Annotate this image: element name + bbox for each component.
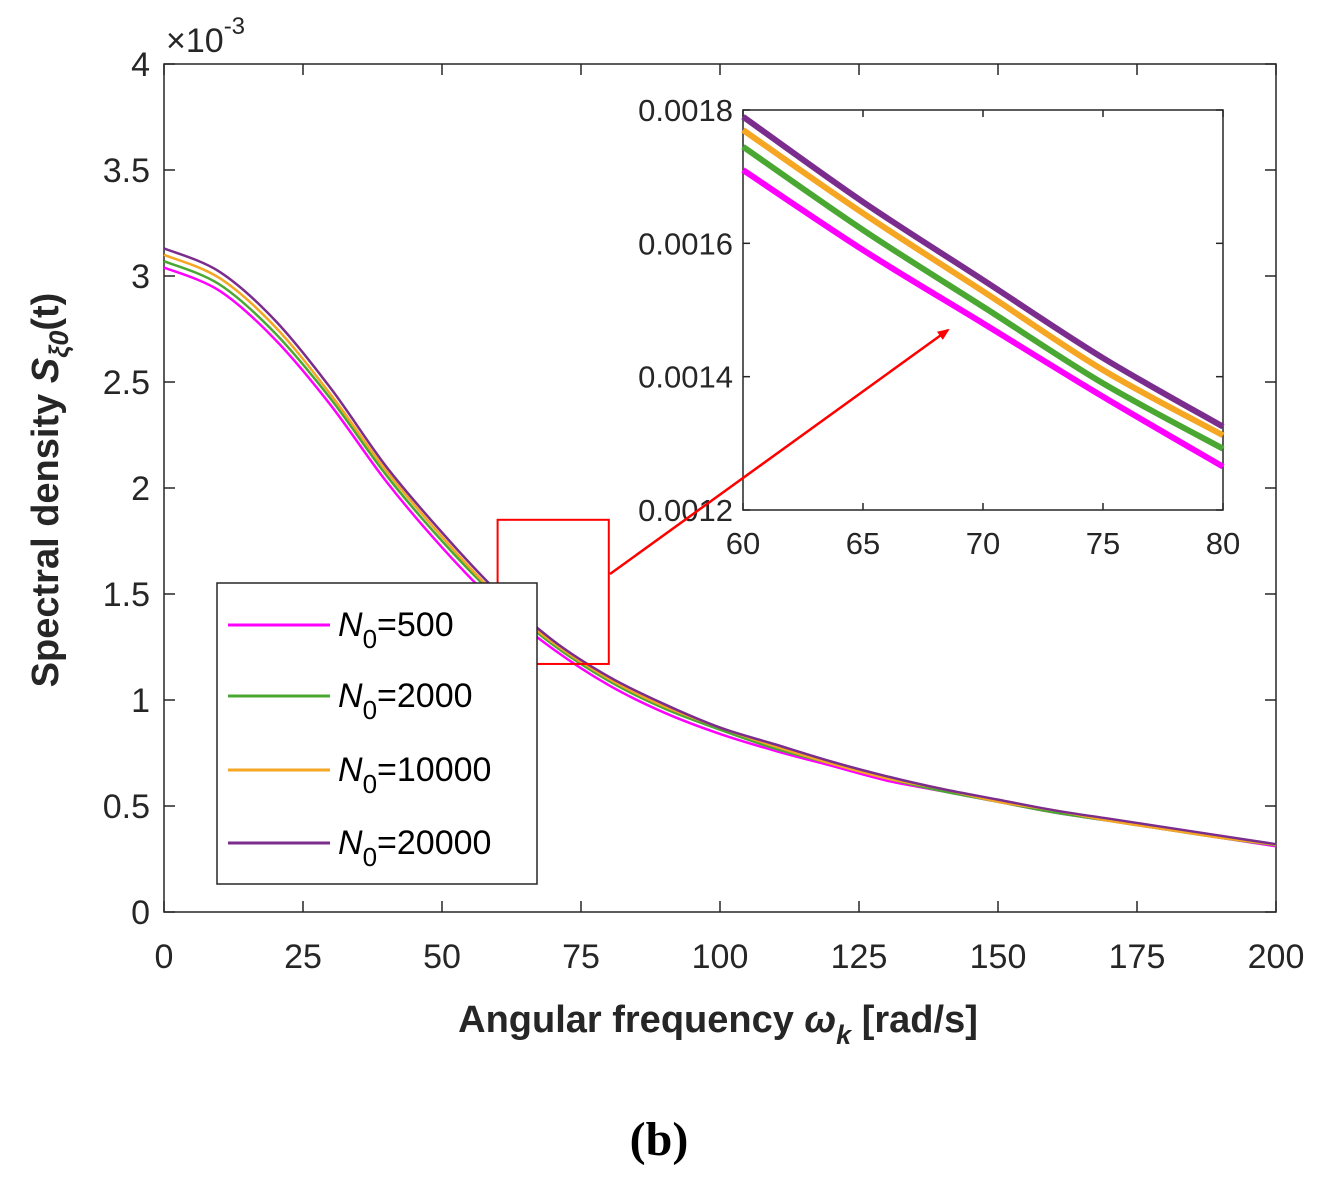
series-line-n0-20000 bbox=[163, 247, 1277, 846]
y-tick-label: 0.5 bbox=[103, 788, 150, 826]
inset-y-ticks: 0.0012 0.0014 0.0016 0.0018 bbox=[638, 93, 1223, 528]
legend-entry-n0-10000: N0=10000 bbox=[228, 751, 491, 799]
y-tick-label: 0 bbox=[131, 894, 150, 932]
y-axis-label-arg: (t) bbox=[25, 293, 67, 331]
x-tick-label: 75 bbox=[562, 938, 600, 976]
x-tick-label: 50 bbox=[423, 938, 461, 976]
y-axis-label-symbol: S bbox=[25, 358, 67, 383]
series-line-n0-20000 bbox=[741, 114, 1225, 430]
x-tick-label: 125 bbox=[831, 938, 888, 976]
legend-label: N0=20000 bbox=[338, 824, 491, 872]
y-scale-exponent: -3 bbox=[224, 13, 245, 40]
main-y-ticks: 0 0.5 1 1.5 2 2.5 3 3.5 4 bbox=[103, 46, 1276, 932]
y-tick-label: 0.0016 bbox=[638, 226, 733, 261]
y-tick-label: 0.0012 bbox=[638, 493, 733, 528]
main-series-lines bbox=[163, 247, 1277, 848]
y-axis-label-sub: ξ0 bbox=[44, 331, 74, 358]
legend-entry-n0-500: N0=500 bbox=[228, 606, 454, 654]
legend-box bbox=[216, 582, 538, 885]
x-axis-label-unit: [rad/s] bbox=[862, 999, 978, 1041]
x-tick-label: 100 bbox=[692, 938, 749, 976]
x-tick-label: 25 bbox=[284, 938, 322, 976]
y-tick-label: 0.0014 bbox=[638, 360, 733, 395]
x-tick-label: 65 bbox=[846, 526, 880, 561]
y-tick-label: 1.5 bbox=[103, 576, 150, 614]
series-line-n0-500 bbox=[741, 167, 1225, 470]
y-axis-label: Spectral density Sξ0(t) bbox=[25, 293, 74, 688]
x-axis-label-sub: k bbox=[836, 1020, 853, 1050]
legend-label: N0=500 bbox=[338, 606, 454, 654]
legend-label: N0=2000 bbox=[338, 677, 473, 725]
legend-label: N0=10000 bbox=[338, 751, 491, 799]
y-tick-label: 0.0018 bbox=[638, 93, 733, 128]
x-tick-label: 200 bbox=[1248, 938, 1305, 976]
x-tick-label: 80 bbox=[1206, 526, 1240, 561]
x-axis-label-symbol: ω bbox=[804, 999, 836, 1041]
x-tick-label: 60 bbox=[726, 526, 760, 561]
figure-caption: (b) bbox=[630, 1113, 689, 1166]
series-line-n0-2000 bbox=[741, 144, 1225, 452]
y-tick-label: 4 bbox=[131, 46, 150, 84]
x-tick-label: 0 bbox=[155, 938, 174, 976]
y-tick-label: 3 bbox=[131, 258, 150, 296]
y-tick-label: 2.5 bbox=[103, 364, 150, 402]
x-tick-label: 70 bbox=[966, 526, 1000, 561]
inset-chart: 60 65 70 75 80 0.0012 0.0014 0.0016 0.0018 bbox=[638, 93, 1240, 561]
x-tick-label: 150 bbox=[970, 938, 1027, 976]
y-tick-label: 3.5 bbox=[103, 152, 150, 190]
inset-x-ticks: 60 65 70 75 80 bbox=[726, 110, 1240, 561]
x-tick-label: 75 bbox=[1086, 526, 1120, 561]
main-x-ticks: 0 25 50 75 100 125 150 175 200 bbox=[155, 64, 1305, 976]
legend: N0=500 N0=2000 N0=10000 N0=20000 bbox=[216, 582, 538, 885]
x-axis-label-main: Angular frequency bbox=[458, 999, 794, 1041]
y-tick-label: 1 bbox=[131, 682, 150, 720]
y-scale-factor: ×10-3 bbox=[166, 13, 245, 60]
y-scale-prefix: ×10 bbox=[166, 22, 224, 60]
inset-series-lines bbox=[741, 114, 1225, 470]
x-axis-label: Angular frequency ωk [rad/s] bbox=[458, 999, 978, 1053]
legend-entry-n0-2000: N0=2000 bbox=[228, 677, 473, 725]
series-line-n0-10000 bbox=[741, 127, 1225, 438]
zoom-arrow bbox=[609, 328, 950, 576]
y-axis-label-main: Spectral density bbox=[25, 394, 67, 688]
y-tick-label: 2 bbox=[131, 470, 150, 508]
legend-entry-n0-20000: N0=20000 bbox=[228, 824, 491, 872]
x-tick-label: 175 bbox=[1109, 938, 1166, 976]
